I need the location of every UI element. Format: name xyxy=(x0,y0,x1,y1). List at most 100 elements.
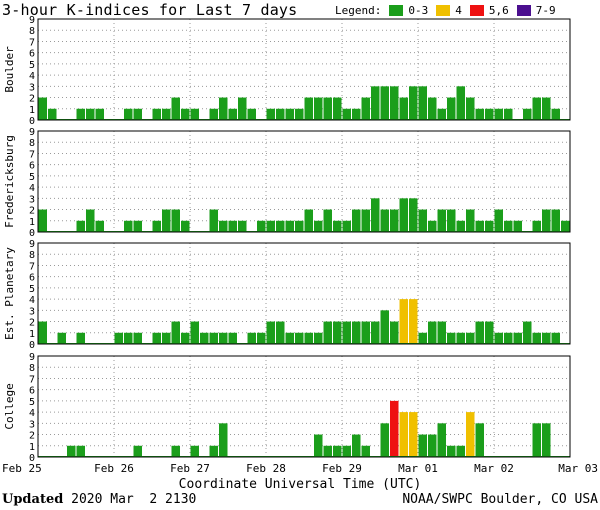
legend-swatch-7-9 xyxy=(516,5,531,16)
y-tick-label: 9 xyxy=(29,127,35,138)
x-tick-label: Feb 28 xyxy=(246,462,286,475)
updated-timestamp: Updated 2020 Mar 2 2130 xyxy=(2,492,196,507)
bar xyxy=(504,332,513,344)
bar xyxy=(181,220,190,232)
bar xyxy=(209,445,218,457)
bar xyxy=(447,445,456,457)
bar xyxy=(152,108,161,120)
bar xyxy=(171,321,180,344)
bar xyxy=(76,332,85,344)
bar xyxy=(475,220,484,232)
legend-item-7-9: 7-9 xyxy=(516,4,556,17)
bar xyxy=(542,423,551,457)
bar xyxy=(551,108,560,120)
bar xyxy=(437,423,446,457)
bar xyxy=(76,220,85,232)
station-label: Boulder xyxy=(3,46,16,93)
bar xyxy=(513,220,522,232)
bar xyxy=(532,220,541,232)
y-tick-label: 4 xyxy=(29,408,35,419)
panel-frame xyxy=(37,355,571,458)
station-label: Est. Planetary xyxy=(3,247,16,340)
bar xyxy=(48,108,57,120)
bar xyxy=(428,321,437,344)
bar xyxy=(57,332,66,344)
y-tick-label: 5 xyxy=(29,172,35,183)
bar xyxy=(124,108,133,120)
bar xyxy=(314,220,323,232)
bar xyxy=(523,108,532,120)
y-tick-label: 9 xyxy=(29,239,35,250)
bar xyxy=(361,209,370,232)
bar xyxy=(219,97,228,120)
y-tick-label: 7 xyxy=(29,37,35,48)
bar xyxy=(485,220,494,232)
bar xyxy=(76,108,85,120)
y-tick-label: 4 xyxy=(29,71,35,82)
bar xyxy=(399,198,408,232)
bar xyxy=(494,332,503,344)
bar xyxy=(247,108,256,120)
bar xyxy=(532,97,541,120)
bar xyxy=(285,332,294,344)
y-tick-label: 9 xyxy=(29,352,35,363)
bar xyxy=(38,97,47,120)
legend-text-5-6: 5,6 xyxy=(488,4,509,17)
bar xyxy=(380,423,389,457)
bar xyxy=(475,423,484,457)
bar xyxy=(162,108,171,120)
bar xyxy=(266,220,275,232)
x-tick-label: Feb 27 xyxy=(170,462,210,475)
bar xyxy=(390,321,399,344)
bar xyxy=(485,108,494,120)
x-tick-label: Feb 29 xyxy=(322,462,362,475)
y-tick-label: 0 xyxy=(29,453,35,464)
bar xyxy=(409,299,418,344)
bar xyxy=(323,321,332,344)
bar xyxy=(504,108,513,120)
bar xyxy=(532,332,541,344)
bar xyxy=(551,209,560,232)
bar xyxy=(67,445,76,457)
bar xyxy=(200,332,209,344)
bar xyxy=(181,332,190,344)
bar xyxy=(219,332,228,344)
bar xyxy=(380,310,389,344)
bar xyxy=(494,209,503,232)
bar xyxy=(447,97,456,120)
bar xyxy=(304,97,313,120)
bar xyxy=(380,86,389,120)
bar xyxy=(399,299,408,344)
bar xyxy=(323,209,332,232)
bar xyxy=(38,321,47,344)
bar xyxy=(361,321,370,344)
y-tick-label: 1 xyxy=(29,105,35,116)
y-tick-label: 8 xyxy=(29,26,35,37)
x-axis-label: Coordinate Universal Time (UTC) xyxy=(178,477,422,492)
bar xyxy=(390,86,399,120)
legend-swatch-4 xyxy=(436,5,451,16)
bar xyxy=(399,412,408,457)
bar xyxy=(209,108,218,120)
bar xyxy=(133,220,142,232)
bar xyxy=(228,332,237,344)
bar xyxy=(342,108,351,120)
bar xyxy=(314,97,323,120)
bar xyxy=(114,332,123,344)
bar xyxy=(314,332,323,344)
bar xyxy=(428,434,437,457)
bar xyxy=(418,434,427,457)
bar xyxy=(352,321,361,344)
bar xyxy=(513,332,522,344)
legend-text-4: 4 xyxy=(455,4,462,17)
y-tick-label: 2 xyxy=(29,206,35,217)
bar xyxy=(371,321,380,344)
y-tick-label: 0 xyxy=(29,116,35,127)
bar xyxy=(181,108,190,120)
y-tick-label: 0 xyxy=(29,340,35,351)
bar xyxy=(523,321,532,344)
bar xyxy=(466,97,475,120)
